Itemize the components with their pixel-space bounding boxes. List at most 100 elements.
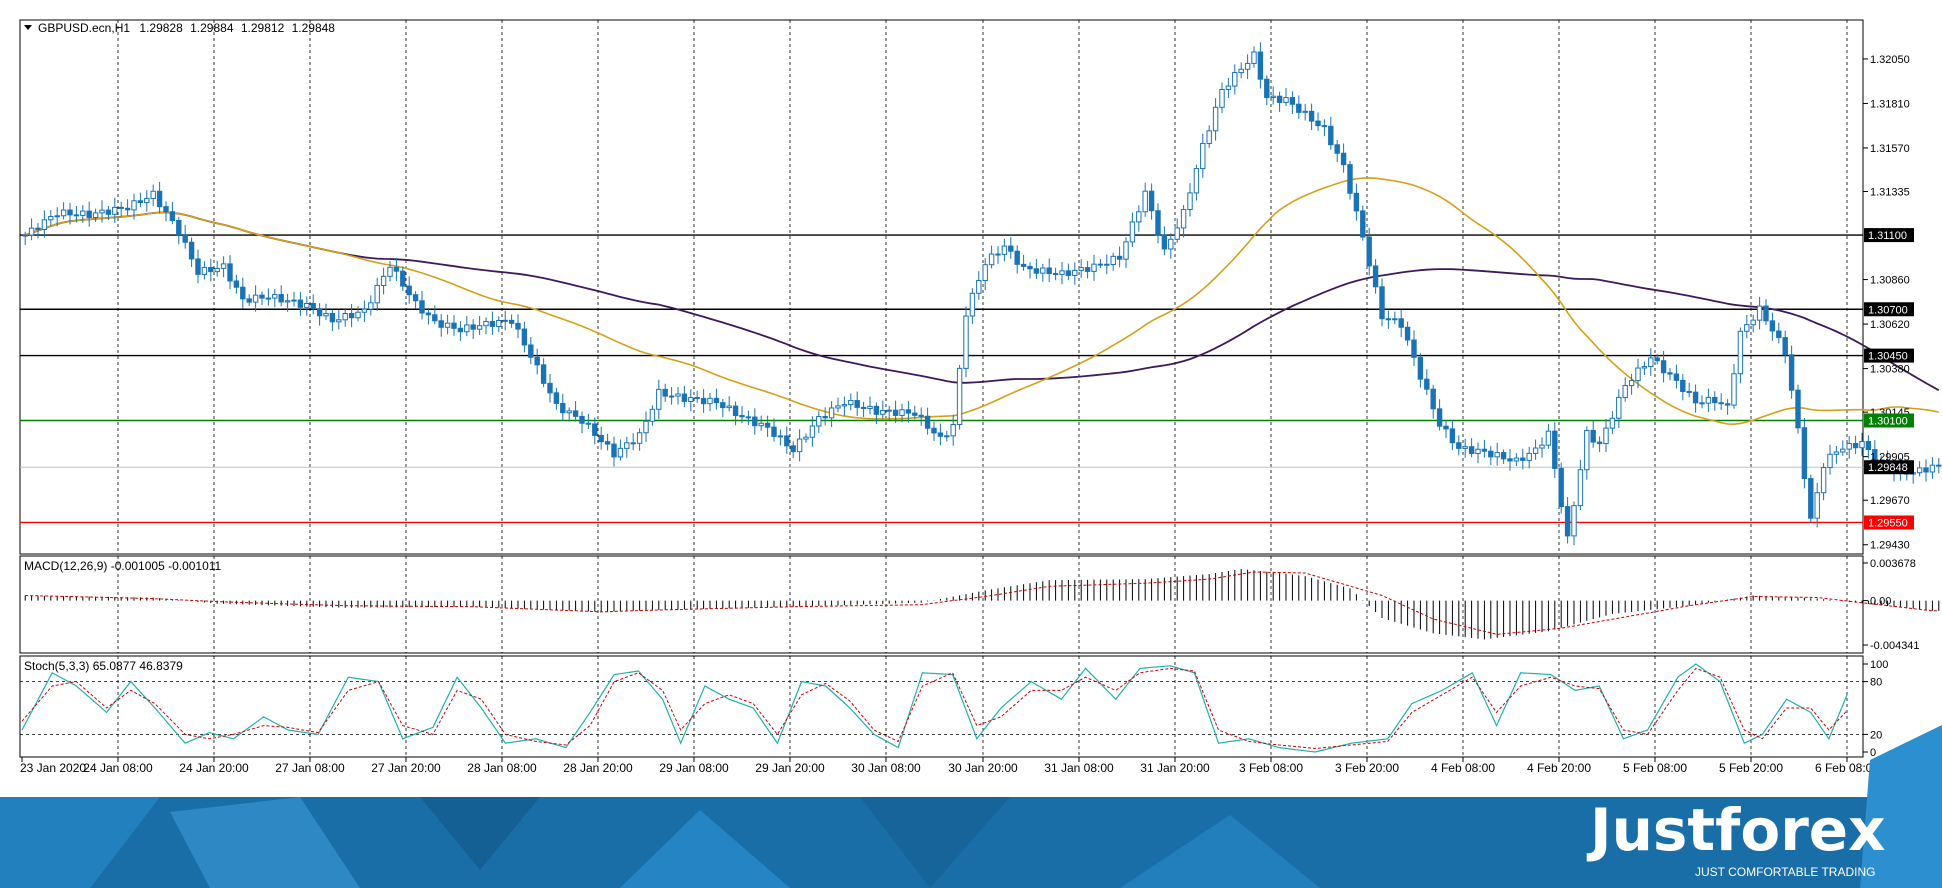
candle-body: [163, 206, 169, 213]
candle-body: [432, 314, 438, 322]
price-tick-label: 1.29430: [1870, 540, 1910, 552]
time-tick-label: 27 Jan 08:00: [275, 761, 345, 775]
candle-body: [323, 312, 329, 317]
time-tick-label: 6 Feb 08:00: [1815, 761, 1879, 775]
candlesticks: [22, 42, 1942, 546]
candle-body: [1635, 367, 1641, 382]
candle-body: [515, 322, 521, 330]
candle-body: [1001, 245, 1008, 255]
ma-fast-line: [24, 177, 1939, 426]
candle-body: [118, 206, 124, 209]
candle-body: [675, 393, 681, 397]
candle-body: [227, 263, 233, 282]
candle-body: [604, 441, 611, 445]
candle-body: [1737, 330, 1744, 375]
candle-body: [380, 275, 387, 286]
candle-body: [1648, 357, 1654, 368]
candle-body: [240, 286, 246, 300]
candle-body: [1321, 125, 1328, 128]
brand-logo[interactable]: Justforex: [1586, 796, 1886, 864]
macd-label: MACD(12,26,9) -0.001005 -0.001011: [24, 559, 222, 573]
candle-body: [1552, 430, 1558, 469]
footer-banner: Justforex JUST COMFORTABLE TRADING: [0, 725, 1942, 888]
footer-corner-shape: [1860, 725, 1942, 888]
price-tick-label: 1.30380: [1870, 364, 1910, 376]
candle-body: [329, 312, 336, 323]
candle-body: [1494, 452, 1500, 458]
symbol-label: GBPUSD.ecn,H1: [38, 21, 130, 35]
candle-body: [720, 402, 726, 409]
candle-body: [1212, 106, 1219, 132]
candle-body: [1622, 385, 1628, 398]
stochastic-indicator: [20, 663, 1863, 753]
candle-body: [1820, 467, 1827, 494]
candle-body: [969, 292, 976, 317]
candle-body: [1180, 208, 1187, 229]
candle-body: [208, 266, 214, 273]
price-header: GBPUSD.ecn,H1 1.29828 1.29884 1.29812 1.…: [38, 21, 335, 35]
candle-body: [144, 197, 150, 204]
candle-body: [1168, 238, 1174, 250]
candle-body: [156, 190, 163, 208]
candle-body: [92, 212, 99, 219]
candle-body: [1584, 429, 1590, 471]
candle-body: [1116, 255, 1123, 260]
candle-body: [1187, 192, 1193, 210]
candle-body: [630, 442, 636, 445]
candle-body: [1654, 357, 1660, 362]
candle-body: [1840, 448, 1846, 453]
candle-body: [112, 206, 118, 215]
candle-body: [816, 416, 822, 427]
candle-body: [1020, 263, 1027, 267]
candle-body: [1328, 125, 1334, 146]
candle-body: [137, 200, 144, 204]
candle-body: [1532, 447, 1539, 454]
candle-body: [624, 442, 630, 449]
candle-body: [1692, 391, 1699, 404]
close-value: 1.29848: [292, 21, 336, 35]
candle-body: [1488, 450, 1494, 458]
candle-body: [1052, 273, 1059, 276]
candle-body: [265, 297, 272, 300]
candle-body: [912, 412, 918, 416]
time-grid: [117, 20, 1848, 757]
candle-body: [745, 416, 752, 419]
candle-body: [1251, 51, 1257, 64]
candle-body: [438, 320, 444, 328]
candle-body: [1801, 427, 1808, 480]
candle-body: [982, 264, 988, 281]
candle-body: [393, 266, 400, 272]
current-price-label: 1.29848: [1868, 462, 1908, 474]
candle-body: [540, 364, 547, 384]
candle-body: [1539, 444, 1545, 449]
price-tick-label: 1.32050: [1870, 54, 1910, 66]
candle-body: [1756, 305, 1763, 321]
candle-body: [873, 405, 880, 415]
candle-body: [713, 397, 720, 404]
stoch-tick-label: 100: [1870, 659, 1888, 671]
candle-body: [272, 294, 278, 299]
time-tick-label: 31 Jan 20:00: [1140, 761, 1210, 775]
candle-body: [496, 319, 502, 327]
candle-body: [1641, 366, 1648, 369]
candle-body: [1315, 120, 1321, 127]
footer-shape-6: [1120, 815, 1320, 888]
candle-body: [758, 422, 764, 427]
candle-body: [60, 209, 67, 217]
candle-body: [617, 447, 624, 458]
candle-body: [419, 300, 425, 314]
candle-body: [1769, 320, 1776, 332]
candle-body: [1724, 403, 1731, 406]
candle-body: [1788, 354, 1795, 391]
candle-body: [636, 432, 643, 444]
candle-body: [1507, 458, 1513, 462]
collapse-triangle-icon[interactable]: [24, 25, 32, 30]
macd-tick-label: 0.00: [1870, 596, 1891, 608]
candle-body: [361, 308, 368, 313]
candle-body: [1065, 270, 1072, 276]
candle-body: [246, 298, 252, 303]
candle-body: [752, 416, 758, 427]
candle-body: [828, 407, 835, 419]
candle-body: [1302, 110, 1308, 113]
candle-body: [412, 294, 419, 302]
